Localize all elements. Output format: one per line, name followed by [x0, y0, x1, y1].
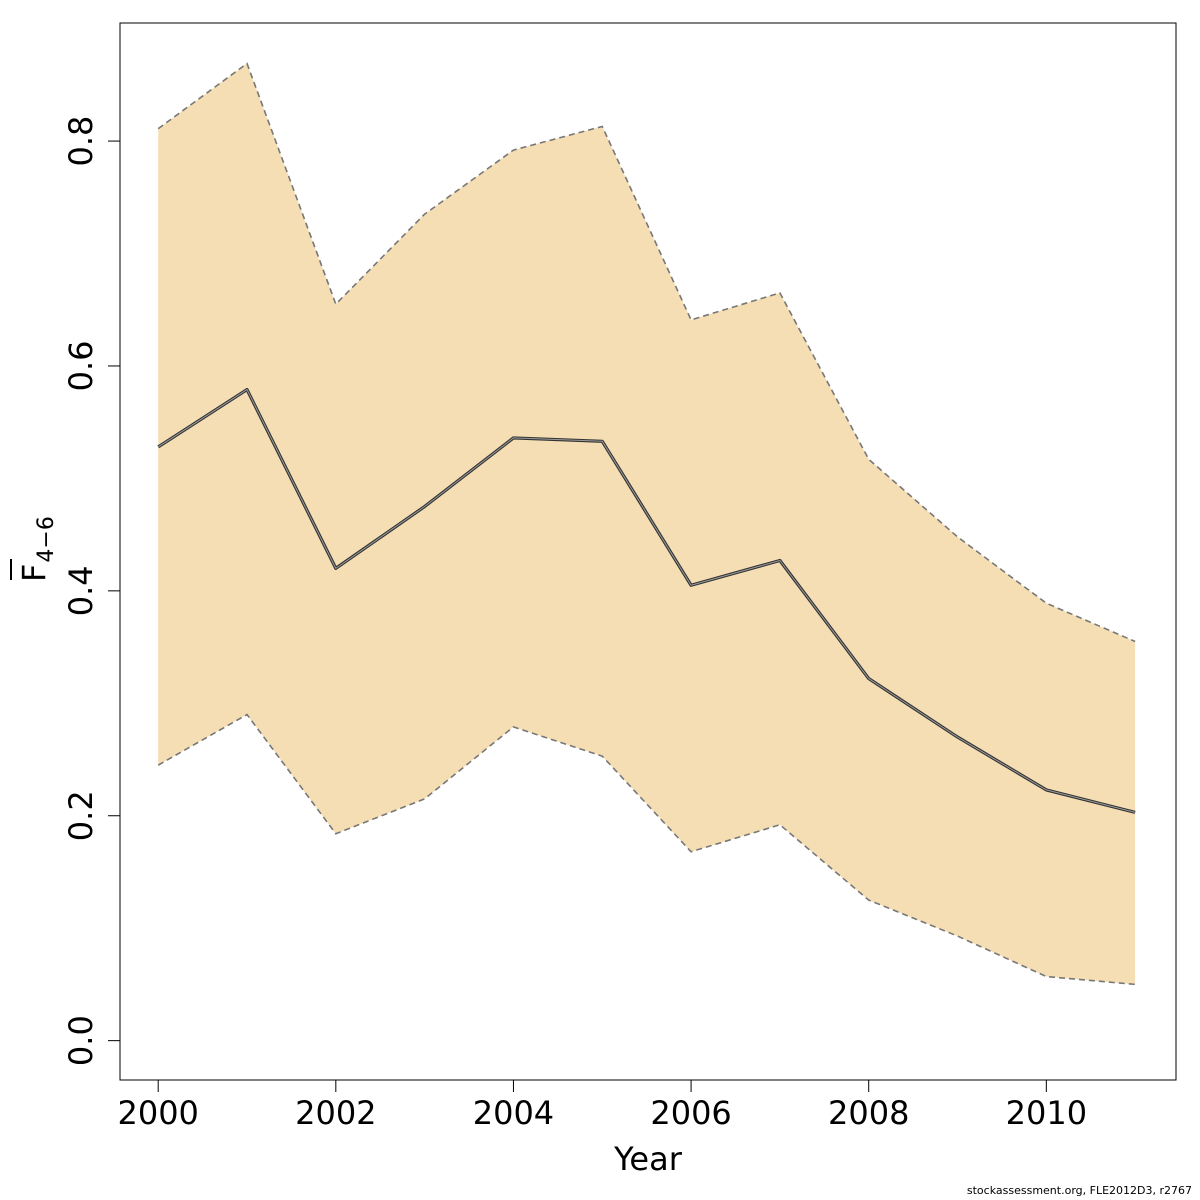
y-tick-label: 0.0	[62, 1015, 100, 1066]
plot-area	[157, 62, 1136, 986]
y-tick-label: 0.2	[62, 790, 100, 841]
x-tick-label: 2008	[828, 1094, 909, 1132]
axes: 2000 2002 2004 2006 2008 2010 0.0 0.2 0.4 0.6 0.8	[62, 22, 1177, 1132]
confidence-band	[158, 63, 1136, 985]
band-lower-line	[157, 713, 1136, 986]
y-tick-label: 0.4	[62, 565, 100, 616]
x-tick-label: 2000	[117, 1094, 198, 1132]
band-upper-line	[157, 62, 1136, 643]
svg-text:F4−6: F 4−6	[15, 516, 59, 582]
y-axis-title-main: F	[15, 564, 53, 582]
x-tick-label: 2010	[1006, 1094, 1087, 1132]
y-tick-label: 0.8	[62, 116, 100, 167]
x-tick-label: 2004	[473, 1094, 554, 1132]
footer-credit: stockassessment.org, FLE2012D3, r2767	[966, 1184, 1192, 1197]
x-tick-label: 2006	[650, 1094, 731, 1132]
x-tick-label: 2002	[295, 1094, 376, 1132]
x-axis-title: Year	[613, 1140, 683, 1178]
y-axis-title: F 4−6	[10, 516, 59, 582]
series-line-inner-0	[157, 389, 1136, 813]
y-axis-title-subscript: 4−6	[34, 516, 59, 562]
y-tick-label: 0.6	[62, 341, 100, 392]
